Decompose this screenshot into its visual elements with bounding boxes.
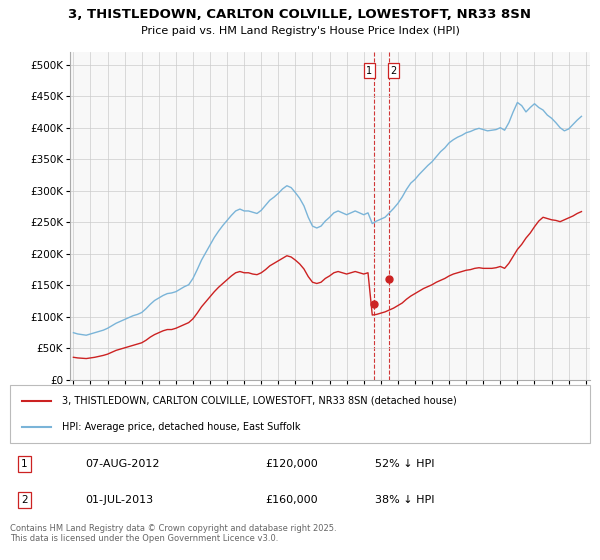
Text: Price paid vs. HM Land Registry's House Price Index (HPI): Price paid vs. HM Land Registry's House … [140, 26, 460, 36]
Text: 38% ↓ HPI: 38% ↓ HPI [376, 495, 435, 505]
Text: 2: 2 [391, 66, 397, 76]
Text: 52% ↓ HPI: 52% ↓ HPI [376, 459, 435, 469]
Text: 2: 2 [21, 495, 28, 505]
Text: 1: 1 [367, 66, 373, 76]
Text: HPI: Average price, detached house, East Suffolk: HPI: Average price, detached house, East… [62, 422, 301, 432]
Text: Contains HM Land Registry data © Crown copyright and database right 2025.
This d: Contains HM Land Registry data © Crown c… [10, 524, 337, 543]
Text: £120,000: £120,000 [265, 459, 318, 469]
Text: 3, THISTLEDOWN, CARLTON COLVILLE, LOWESTOFT, NR33 8SN (detached house): 3, THISTLEDOWN, CARLTON COLVILLE, LOWEST… [62, 396, 457, 405]
Text: 01-JUL-2013: 01-JUL-2013 [85, 495, 154, 505]
Text: 07-AUG-2012: 07-AUG-2012 [85, 459, 160, 469]
FancyBboxPatch shape [10, 385, 590, 443]
Text: 1: 1 [21, 459, 28, 469]
Text: 3, THISTLEDOWN, CARLTON COLVILLE, LOWESTOFT, NR33 8SN: 3, THISTLEDOWN, CARLTON COLVILLE, LOWEST… [68, 8, 532, 21]
Text: £160,000: £160,000 [265, 495, 318, 505]
